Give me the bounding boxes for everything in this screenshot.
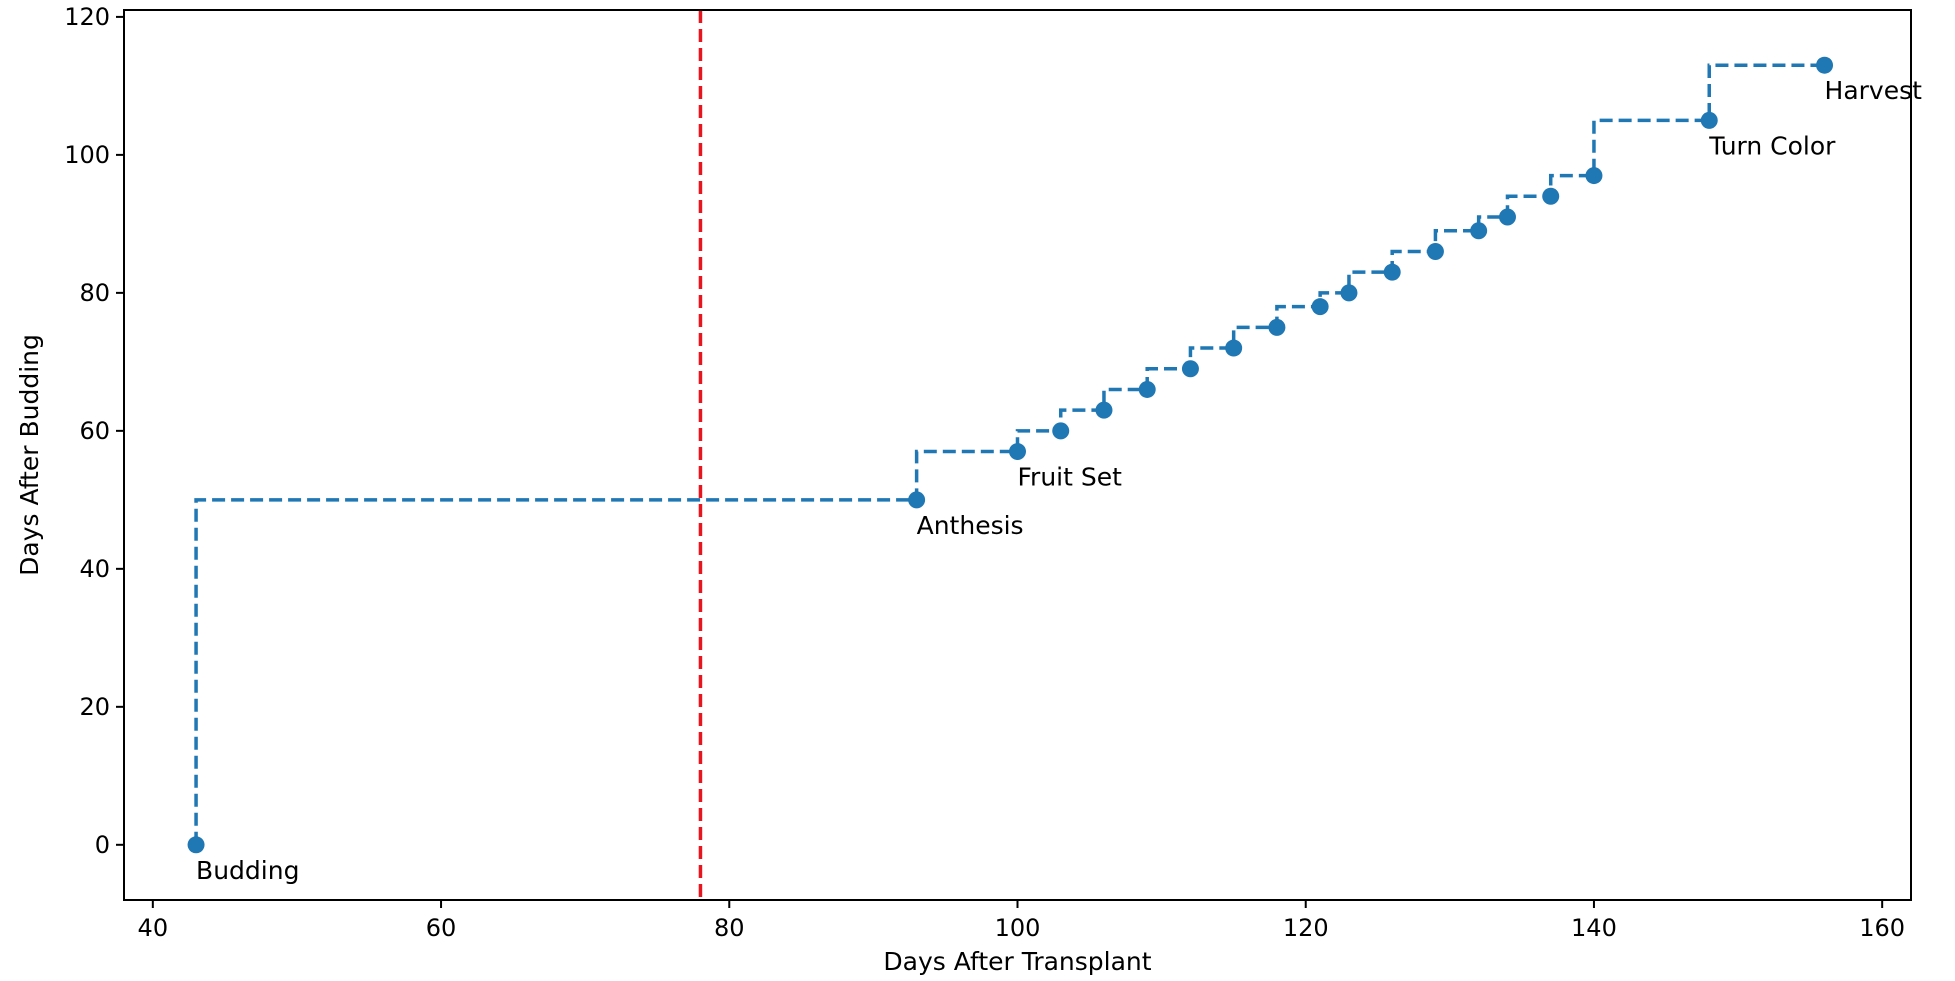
plot-area: Budding Anthesis Fruit Set Turn Color Harves…	[187, 10, 1923, 900]
data-point	[1498, 208, 1516, 226]
x-tick-label: 120	[1283, 914, 1329, 942]
data-point	[187, 836, 205, 854]
y-tick-label: 20	[79, 693, 110, 721]
point-annotation: Fruit Set	[1018, 463, 1123, 492]
data-point	[1225, 339, 1243, 357]
point-annotation: Budding	[196, 856, 299, 885]
point-annotation: Harvest	[1825, 76, 1923, 105]
x-tick-label: 40	[138, 914, 169, 942]
y-axis-label: Days After Budding	[15, 334, 44, 576]
data-point	[1311, 298, 1329, 316]
y-tick-label: 40	[79, 555, 110, 583]
y-tick-label: 60	[79, 417, 110, 445]
y-tick-label: 80	[79, 279, 110, 307]
data-point	[1340, 284, 1358, 302]
data-point	[1542, 187, 1560, 205]
data-point	[1816, 56, 1834, 74]
data-point	[1052, 422, 1070, 440]
y-tick-label: 100	[64, 141, 110, 169]
x-tick-label: 80	[714, 914, 745, 942]
y-tick-label: 120	[64, 3, 110, 31]
data-point	[908, 491, 926, 509]
data-point	[1470, 222, 1488, 240]
data-point	[1268, 318, 1286, 336]
x-tick-label: 160	[1859, 914, 1905, 942]
data-point	[1585, 167, 1603, 185]
data-point	[1138, 380, 1156, 398]
point-annotation: Anthesis	[917, 511, 1024, 540]
data-point	[1426, 242, 1444, 260]
point-annotation: Turn Color	[1708, 131, 1836, 160]
x-axis-label: Days After Transplant	[883, 947, 1151, 976]
x-tick-label: 140	[1571, 914, 1617, 942]
x-tick-label: 60	[426, 914, 457, 942]
data-point	[1009, 443, 1026, 461]
data-point	[1700, 111, 1718, 129]
data-point	[1095, 401, 1113, 419]
x-tick-label: 100	[995, 914, 1041, 942]
data-point	[1383, 263, 1401, 281]
axes: 40 60 80 100 120 140 160 0 20 40 60 80 100 120	[64, 3, 1905, 942]
y-tick-label: 0	[95, 831, 110, 859]
data-point	[1181, 360, 1199, 378]
